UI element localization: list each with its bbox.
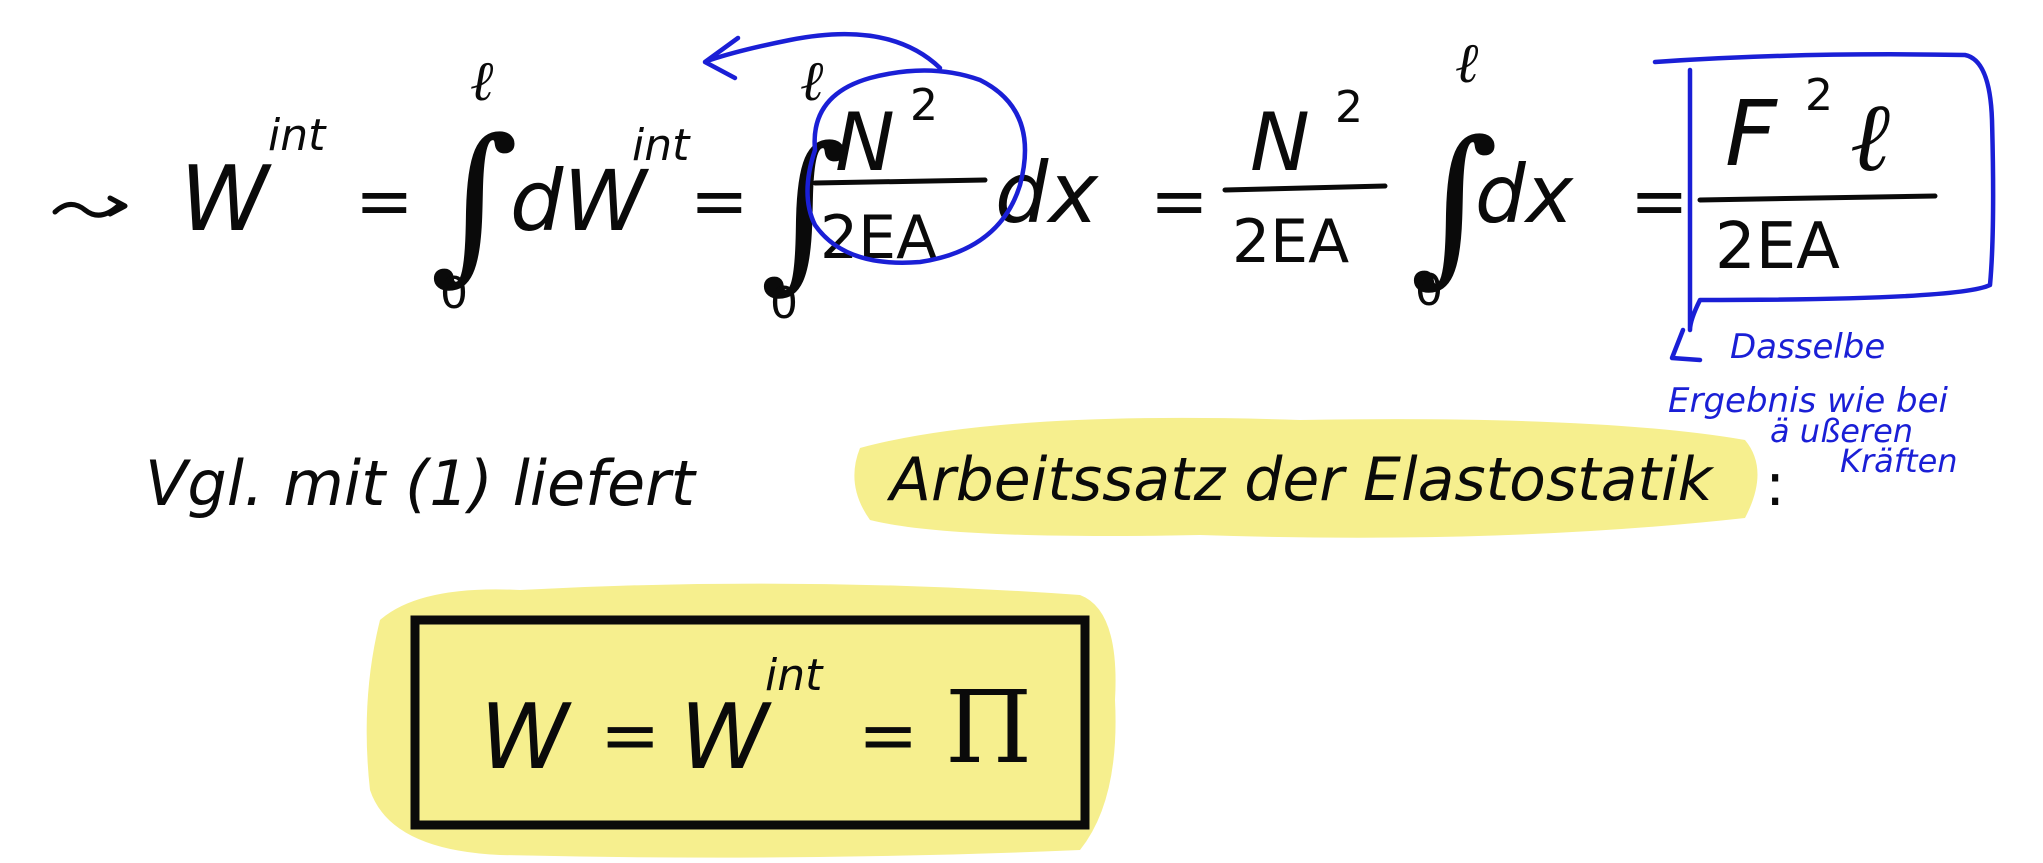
numerator-sup-2: 2	[1335, 82, 1363, 133]
annotation-line-2: Ergebnis wie bei	[1668, 381, 1949, 421]
lower-limit-3: 0	[1415, 265, 1443, 316]
annotation-line-4: Kräften	[1840, 442, 1958, 480]
sentence-highlighted: Arbeitssatz der Elastostatik	[886, 445, 1715, 515]
upper-limit-2: ℓ	[800, 49, 824, 114]
fraction-bar-result	[1697, 193, 1938, 203]
squiggle-arrow	[52, 202, 121, 218]
integral-2: ∫	[760, 111, 849, 309]
equation-line-1: W int = ℓ ∫ 0 dW int = ℓ ∫ 0 N 2 2EA dx …	[52, 31, 1938, 329]
annotation-line-3: ä ußeren	[1770, 412, 1913, 450]
w-lhs: W	[180, 147, 272, 252]
arrow-head	[107, 195, 128, 217]
sentence-line: Vgl. mit (1) liefert Arbeitssatz der Ela…	[145, 417, 1785, 538]
box-highlight	[366, 583, 1116, 858]
upper-limit-3: ℓ	[1455, 31, 1479, 96]
numerator-sup-1: 2	[910, 80, 938, 131]
blue-annotations: Dasselbe Ergebnis wie bei ä ußeren Kräft…	[702, 31, 1996, 480]
result-box	[1652, 52, 1996, 333]
numerator-n-2: N	[1250, 96, 1310, 189]
box-border	[410, 615, 1090, 830]
integral-3: ∫	[1410, 105, 1499, 303]
result-f: F	[1725, 82, 1778, 187]
dw-superscript: int	[632, 120, 691, 171]
equals-1: =	[355, 160, 414, 242]
equals-2: =	[690, 160, 749, 242]
fraction-bar-2	[1222, 183, 1388, 193]
numerator-n-1: N	[835, 96, 895, 189]
integral-1: ∫	[430, 103, 519, 301]
equals-3: =	[1150, 160, 1209, 242]
w-lhs-superscript: int	[268, 110, 327, 161]
equals-4: =	[1630, 160, 1689, 242]
box-w: W	[480, 685, 572, 790]
annotation-line-1: Dasselbe	[1730, 327, 1885, 367]
lower-limit-2: 0	[770, 278, 798, 329]
sentence-highlight	[854, 417, 1758, 538]
box-pi: Π	[945, 669, 1032, 786]
sentence-colon: :	[1765, 450, 1785, 520]
denominator-2: 2EA	[1232, 207, 1349, 277]
dw-term: dW	[510, 152, 649, 250]
lower-limit-1: 0	[440, 268, 468, 319]
result-f-sup: 2	[1805, 70, 1833, 121]
box-w-int-sup: int	[765, 650, 824, 701]
dx-term-2: dx	[1475, 148, 1575, 241]
circle-around-fraction	[805, 68, 1028, 265]
boxed-result: W = W int = Π	[366, 583, 1116, 858]
box-equals-1: =	[600, 693, 660, 777]
fraction-bar-1	[812, 177, 988, 186]
result-denominator: 2EA	[1715, 210, 1840, 284]
arc-arrow	[707, 31, 943, 71]
dx-term-1: dx	[995, 144, 1099, 242]
box-w-int: W	[680, 685, 772, 790]
upper-limit-1: ℓ	[470, 49, 494, 114]
box-equals-2: =	[858, 693, 918, 777]
annotation-arrow	[1669, 327, 1703, 363]
arc-arrow-head	[702, 35, 741, 81]
sentence-prefix: Vgl. mit (1) liefert	[145, 447, 698, 520]
result-l: ℓ	[1850, 81, 1890, 193]
